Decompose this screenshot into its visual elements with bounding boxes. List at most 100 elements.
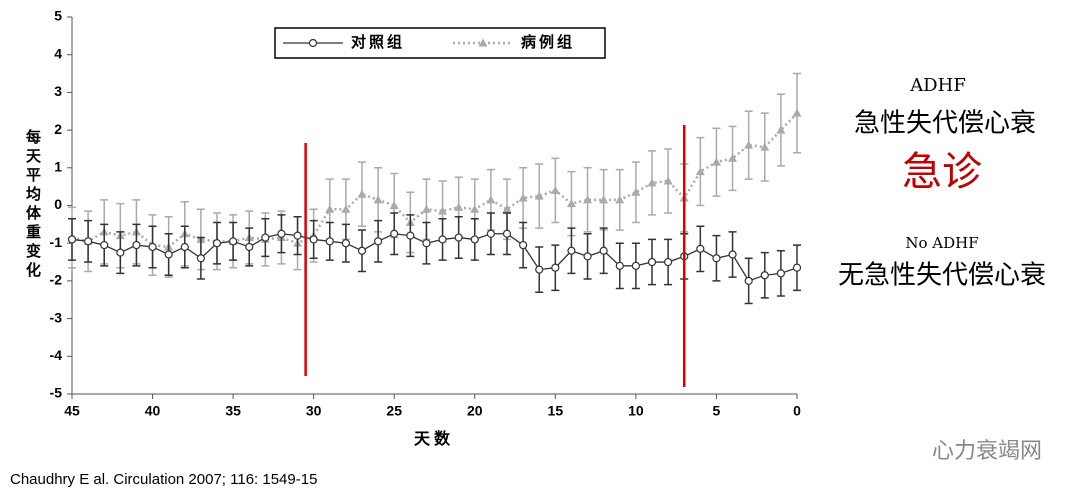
y-tick-label: 1	[54, 159, 62, 175]
x-tick-label: 15	[548, 403, 564, 419]
point	[519, 240, 528, 250]
legend-label: 对照组	[351, 33, 405, 51]
point	[357, 246, 367, 255]
point	[599, 246, 608, 255]
point	[518, 193, 528, 202]
point	[325, 237, 334, 246]
y-tick-label: 0	[54, 196, 62, 212]
point	[470, 204, 480, 213]
point	[196, 254, 205, 263]
x-tick-label: 20	[467, 403, 483, 419]
annotation: No ADHF	[905, 234, 978, 252]
point	[695, 167, 705, 176]
point	[631, 187, 641, 196]
point	[341, 239, 350, 248]
point	[551, 263, 560, 272]
point	[421, 204, 431, 213]
y-tick-label: -2	[50, 272, 63, 288]
point	[438, 206, 448, 215]
point	[422, 239, 431, 248]
annotation: 急性失代偿心衰	[854, 109, 1036, 139]
annotation: ADHF	[909, 75, 966, 96]
point	[341, 204, 351, 213]
legend-label: 病例组	[521, 33, 575, 51]
point	[164, 250, 173, 259]
point	[615, 261, 624, 270]
y-tick-label: -4	[50, 347, 63, 363]
point	[631, 261, 640, 270]
point	[470, 235, 479, 244]
point	[67, 235, 77, 244]
point	[84, 237, 93, 246]
y-tick-label: 5	[54, 8, 62, 24]
point	[486, 229, 495, 238]
legend-marker	[308, 38, 318, 48]
series-line	[71, 233, 798, 282]
y-tick-label: -1	[50, 234, 63, 250]
point	[664, 257, 673, 267]
annotation: 急诊	[902, 149, 982, 195]
x-tick-label: 25	[386, 403, 402, 419]
point	[374, 237, 383, 246]
x-tick-label: 5	[713, 403, 721, 419]
point	[148, 242, 157, 252]
point	[550, 185, 560, 194]
point	[776, 125, 786, 134]
point	[309, 235, 318, 244]
point	[583, 195, 593, 204]
point	[132, 240, 141, 250]
x-tick-label: 45	[64, 403, 80, 419]
point	[229, 237, 238, 246]
point	[100, 240, 109, 250]
point	[212, 239, 222, 248]
y-tick-label: 3	[54, 83, 62, 99]
point	[760, 142, 770, 151]
x-tick-label: 0	[793, 403, 801, 419]
x-tick-label: 10	[628, 403, 644, 419]
point	[776, 269, 785, 278]
point	[711, 157, 721, 166]
point	[454, 233, 463, 242]
point	[744, 276, 753, 285]
y-tick-label: 2	[54, 121, 62, 137]
point	[728, 250, 737, 259]
point	[486, 195, 496, 204]
point	[293, 231, 302, 240]
point	[325, 204, 335, 213]
point	[406, 231, 415, 240]
point	[534, 191, 544, 200]
point	[535, 265, 544, 274]
point	[116, 248, 125, 257]
point	[566, 199, 576, 208]
point	[438, 235, 447, 244]
annotation: 无急性失代偿心衰	[838, 261, 1046, 291]
legend-marker	[478, 38, 488, 47]
point	[583, 252, 592, 261]
watermark: 心力衰竭网	[932, 438, 1042, 463]
y-tick-label: -3	[50, 309, 63, 325]
point	[357, 189, 367, 198]
point	[728, 153, 738, 162]
y-tick-label: 4	[54, 45, 62, 61]
point	[744, 140, 754, 149]
point	[599, 195, 609, 204]
point	[696, 244, 705, 253]
point	[454, 202, 464, 211]
point	[502, 204, 512, 213]
point	[615, 195, 625, 204]
x-tick-label: 40	[145, 403, 161, 419]
point	[567, 246, 576, 255]
citation: Chaudhry E al. Circulation 2007; 116: 15…	[10, 471, 317, 488]
point	[792, 263, 802, 272]
y-axis-label: 每天平均体重变化	[24, 128, 41, 281]
point	[180, 242, 189, 252]
y-tick-label: -5	[50, 385, 63, 401]
point	[792, 108, 802, 117]
point	[712, 254, 721, 263]
x-axis-label: 天数	[414, 429, 454, 448]
point	[245, 242, 254, 252]
point	[647, 257, 657, 267]
point	[663, 176, 673, 185]
x-tick-label: 35	[225, 403, 241, 419]
